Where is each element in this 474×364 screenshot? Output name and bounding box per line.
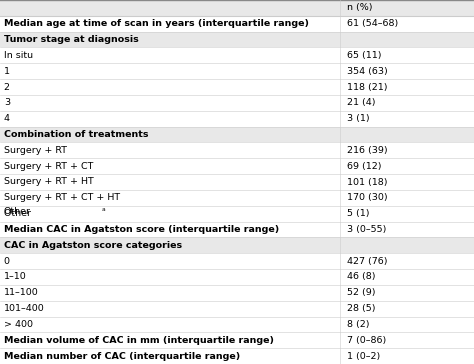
- Text: 4: 4: [4, 114, 10, 123]
- Text: Surgery + RT: Surgery + RT: [4, 146, 67, 155]
- Bar: [0, 158, 474, 174]
- Bar: [0, 63, 474, 79]
- Text: Median CAC in Agatston score (interquartile range): Median CAC in Agatston score (interquart…: [4, 225, 279, 234]
- Text: 427 (76): 427 (76): [347, 257, 388, 266]
- Text: 69 (12): 69 (12): [347, 162, 382, 171]
- Text: 0: 0: [4, 257, 10, 266]
- Bar: [0, 111, 474, 127]
- Text: CAC in Agatston score categories: CAC in Agatston score categories: [4, 241, 182, 250]
- Bar: [0, 142, 474, 158]
- Text: 216 (39): 216 (39): [347, 146, 388, 155]
- Text: 8 (2): 8 (2): [347, 320, 370, 329]
- Bar: [0, 95, 474, 111]
- Bar: [0, 206, 474, 222]
- Bar: [0, 127, 474, 142]
- Bar: [0, 237, 474, 253]
- Text: n (%): n (%): [347, 3, 373, 12]
- Text: 2: 2: [4, 83, 10, 91]
- Text: 28 (5): 28 (5): [347, 304, 376, 313]
- Text: 65 (11): 65 (11): [347, 51, 382, 60]
- Text: 101–400: 101–400: [4, 304, 45, 313]
- Bar: [0, 253, 474, 269]
- Bar: [0, 32, 474, 47]
- Text: 101 (18): 101 (18): [347, 178, 388, 186]
- Text: 21 (4): 21 (4): [347, 98, 376, 107]
- Text: 118 (21): 118 (21): [347, 83, 388, 91]
- Bar: [0, 174, 474, 190]
- Text: a: a: [101, 207, 105, 212]
- Text: Combination of treatments: Combination of treatments: [4, 130, 148, 139]
- Text: 3 (1): 3 (1): [347, 114, 370, 123]
- Bar: [0, 332, 474, 348]
- Bar: [0, 301, 474, 317]
- Text: 1: 1: [4, 67, 10, 76]
- Text: 3 (0–55): 3 (0–55): [347, 225, 387, 234]
- Text: 170 (30): 170 (30): [347, 193, 388, 202]
- Text: Median number of CAC (interquartile range): Median number of CAC (interquartile rang…: [4, 352, 240, 361]
- Text: Median volume of CAC in mm (interquartile range): Median volume of CAC in mm (interquartil…: [4, 336, 274, 345]
- Text: 11–100: 11–100: [4, 288, 38, 297]
- Text: Other: Other: [4, 209, 34, 218]
- Text: Median age at time of scan in years (interquartile range): Median age at time of scan in years (int…: [4, 19, 309, 28]
- Bar: [0, 222, 474, 237]
- Bar: [0, 269, 474, 285]
- Text: Surgery + RT + HT: Surgery + RT + HT: [4, 178, 93, 186]
- Text: 354 (63): 354 (63): [347, 67, 388, 76]
- Bar: [0, 79, 474, 95]
- Text: Surgery + RT + CT: Surgery + RT + CT: [4, 162, 93, 171]
- Text: > 400: > 400: [4, 320, 33, 329]
- Text: 46 (8): 46 (8): [347, 273, 376, 281]
- Text: 5 (1): 5 (1): [347, 209, 370, 218]
- Bar: [0, 348, 474, 364]
- Text: 61 (54–68): 61 (54–68): [347, 19, 399, 28]
- Bar: [0, 47, 474, 63]
- Text: 7 (0–86): 7 (0–86): [347, 336, 387, 345]
- Text: 3: 3: [4, 98, 10, 107]
- Text: In situ: In situ: [4, 51, 33, 60]
- Text: Other: Other: [4, 207, 31, 215]
- Text: 52 (9): 52 (9): [347, 288, 376, 297]
- Text: 1–10: 1–10: [4, 273, 27, 281]
- Bar: [0, 16, 474, 32]
- Bar: [0, 285, 474, 301]
- Bar: [0, 190, 474, 206]
- Text: 1 (0–2): 1 (0–2): [347, 352, 381, 361]
- Text: Tumor stage at diagnosis: Tumor stage at diagnosis: [4, 35, 138, 44]
- Bar: [0, 317, 474, 332]
- Text: Surgery + RT + CT + HT: Surgery + RT + CT + HT: [4, 193, 120, 202]
- Bar: [0, 0, 474, 16]
